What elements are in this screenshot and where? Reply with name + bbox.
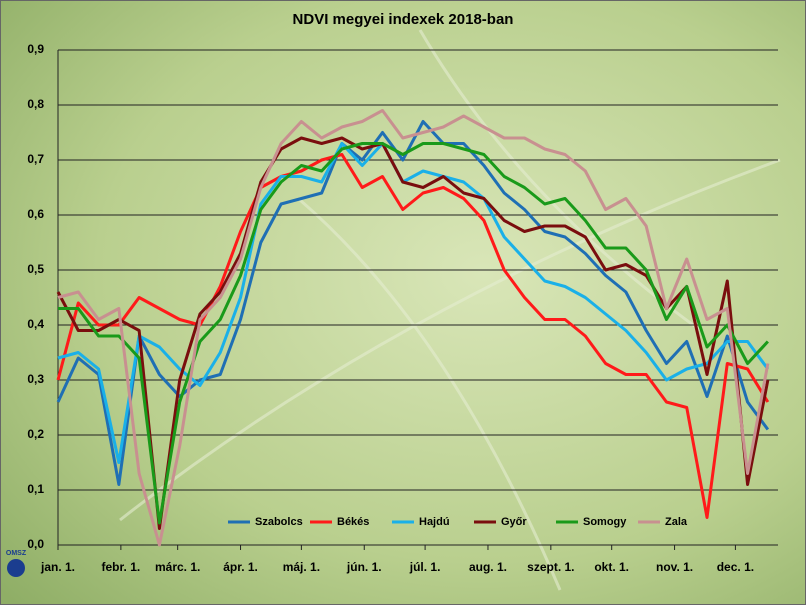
y-tick-label: 0,7: [27, 152, 44, 166]
x-tick-label: jan. 1.: [40, 560, 75, 574]
series-line: [57, 142, 770, 464]
legend-label: Zala: [665, 516, 688, 528]
series-line: [56, 120, 770, 486]
y-tick-label: 0,5: [27, 262, 44, 276]
legend-label: Hajdú: [419, 516, 450, 528]
y-tick-label: 0,3: [27, 372, 44, 386]
y-tick-label: 0,8: [27, 97, 44, 111]
x-tick-label: jún. 1.: [346, 560, 382, 574]
y-tick-label: 0,2: [27, 427, 44, 441]
y-tick-label: 0,9: [27, 42, 44, 56]
logo-text: OMSZ: [6, 550, 27, 557]
y-tick-label: 0,6: [27, 207, 44, 221]
y-tick-label: 0,0: [27, 537, 44, 551]
logo-icon: [7, 559, 25, 577]
x-tick-label: szept. 1.: [527, 560, 574, 574]
x-tick-label: máj. 1.: [283, 560, 320, 574]
x-tick-label: okt. 1.: [594, 560, 629, 574]
chart-title: NDVI megyei indexek 2018-ban: [293, 11, 514, 28]
series-line: [56, 153, 770, 519]
legend-label: Győr: [501, 516, 527, 528]
series-line: [57, 109, 770, 547]
y-tick-label: 0,1: [27, 482, 44, 496]
legend-label: Békés: [337, 516, 369, 528]
x-tick-label: márc. 1.: [155, 560, 200, 574]
x-tick-label: nov. 1.: [656, 560, 693, 574]
x-tick-label: ápr. 1.: [223, 560, 258, 574]
leaf-veins: [119, 29, 781, 591]
y-tick-label: 0,4: [27, 317, 44, 331]
x-tick-label: júl. 1.: [409, 560, 441, 574]
legend-label: Somogy: [583, 516, 627, 528]
x-tick-label: dec. 1.: [717, 560, 754, 574]
x-tick-label: aug. 1.: [469, 560, 507, 574]
legend-label: Szabolcs: [255, 516, 303, 528]
x-tick-label: febr. 1.: [102, 560, 141, 574]
series-line: [58, 142, 769, 525]
